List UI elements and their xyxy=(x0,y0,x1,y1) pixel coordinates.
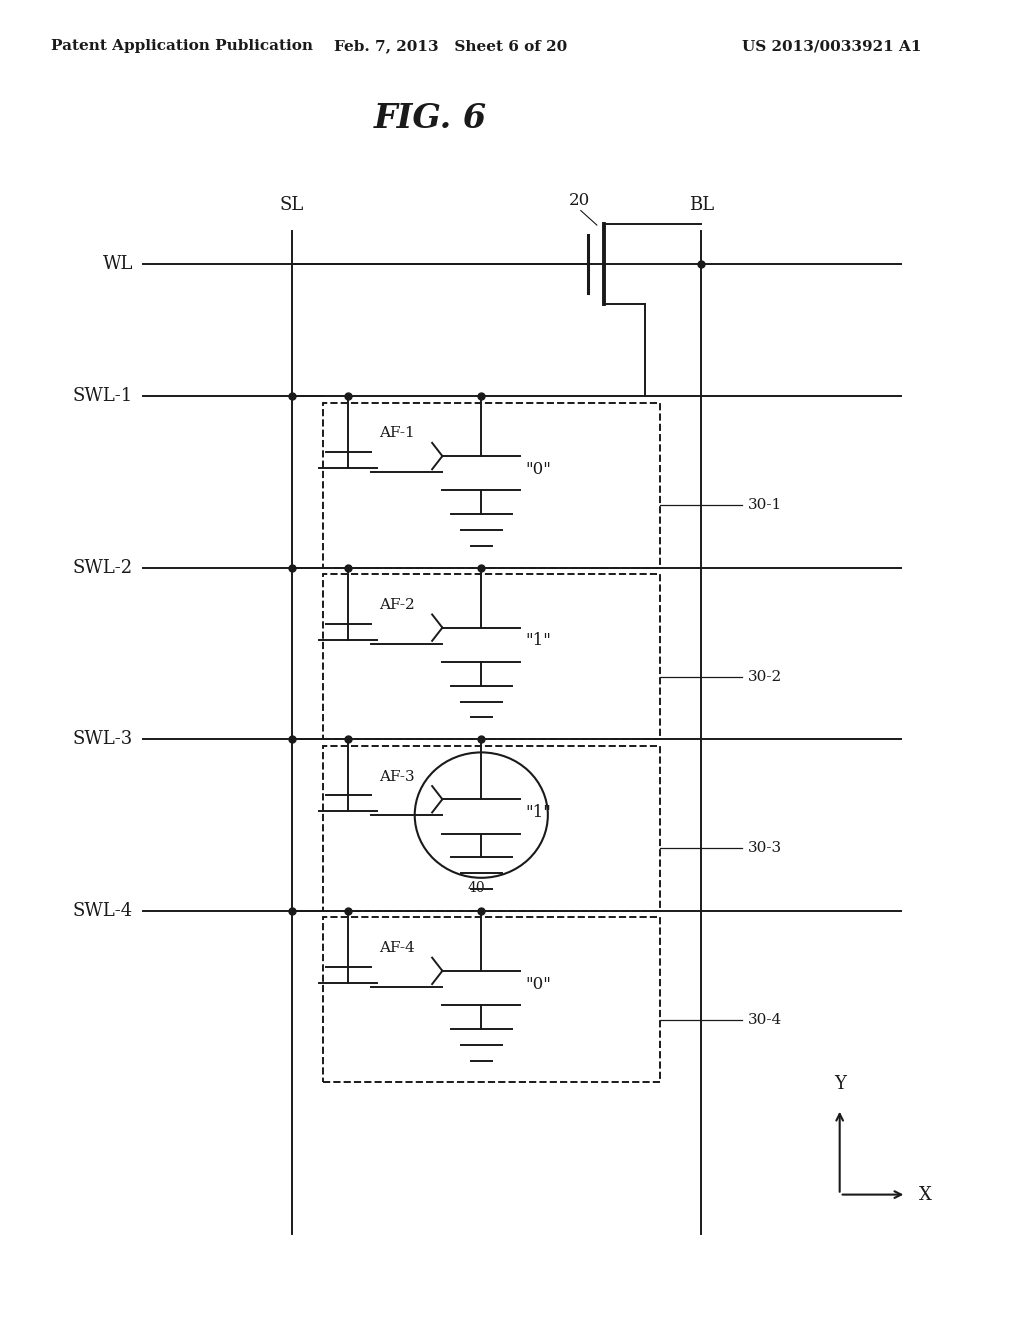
Text: SWL-2: SWL-2 xyxy=(73,558,133,577)
Text: US 2013/0033921 A1: US 2013/0033921 A1 xyxy=(742,40,922,53)
Text: FIG. 6: FIG. 6 xyxy=(374,103,486,135)
Text: 30-2: 30-2 xyxy=(748,669,781,684)
Text: WL: WL xyxy=(102,255,133,273)
Text: AF-2: AF-2 xyxy=(379,598,415,612)
Bar xyxy=(323,917,660,1082)
Text: "1": "1" xyxy=(525,632,551,649)
Text: BL: BL xyxy=(689,195,714,214)
Text: SL: SL xyxy=(280,195,304,214)
Text: SWL-1: SWL-1 xyxy=(73,387,133,405)
Text: 30-1: 30-1 xyxy=(748,498,781,512)
Text: "0": "0" xyxy=(525,461,551,478)
Text: Y: Y xyxy=(834,1074,846,1093)
Text: AF-1: AF-1 xyxy=(379,426,415,441)
Text: 20: 20 xyxy=(568,191,590,209)
Text: 30-3: 30-3 xyxy=(748,841,781,855)
Text: 30-4: 30-4 xyxy=(748,1012,781,1027)
Text: AF-3: AF-3 xyxy=(379,770,415,784)
Text: Feb. 7, 2013   Sheet 6 of 20: Feb. 7, 2013 Sheet 6 of 20 xyxy=(334,40,567,53)
Text: 40: 40 xyxy=(467,882,485,895)
Text: "1": "1" xyxy=(525,804,551,821)
Text: SWL-3: SWL-3 xyxy=(73,730,133,748)
Bar xyxy=(323,403,660,568)
Text: SWL-4: SWL-4 xyxy=(73,902,133,920)
Text: X: X xyxy=(919,1185,932,1204)
Bar xyxy=(323,574,660,739)
Text: Patent Application Publication: Patent Application Publication xyxy=(51,40,313,53)
Text: AF-4: AF-4 xyxy=(379,941,415,956)
Bar xyxy=(323,746,660,911)
Text: "0": "0" xyxy=(525,975,551,993)
